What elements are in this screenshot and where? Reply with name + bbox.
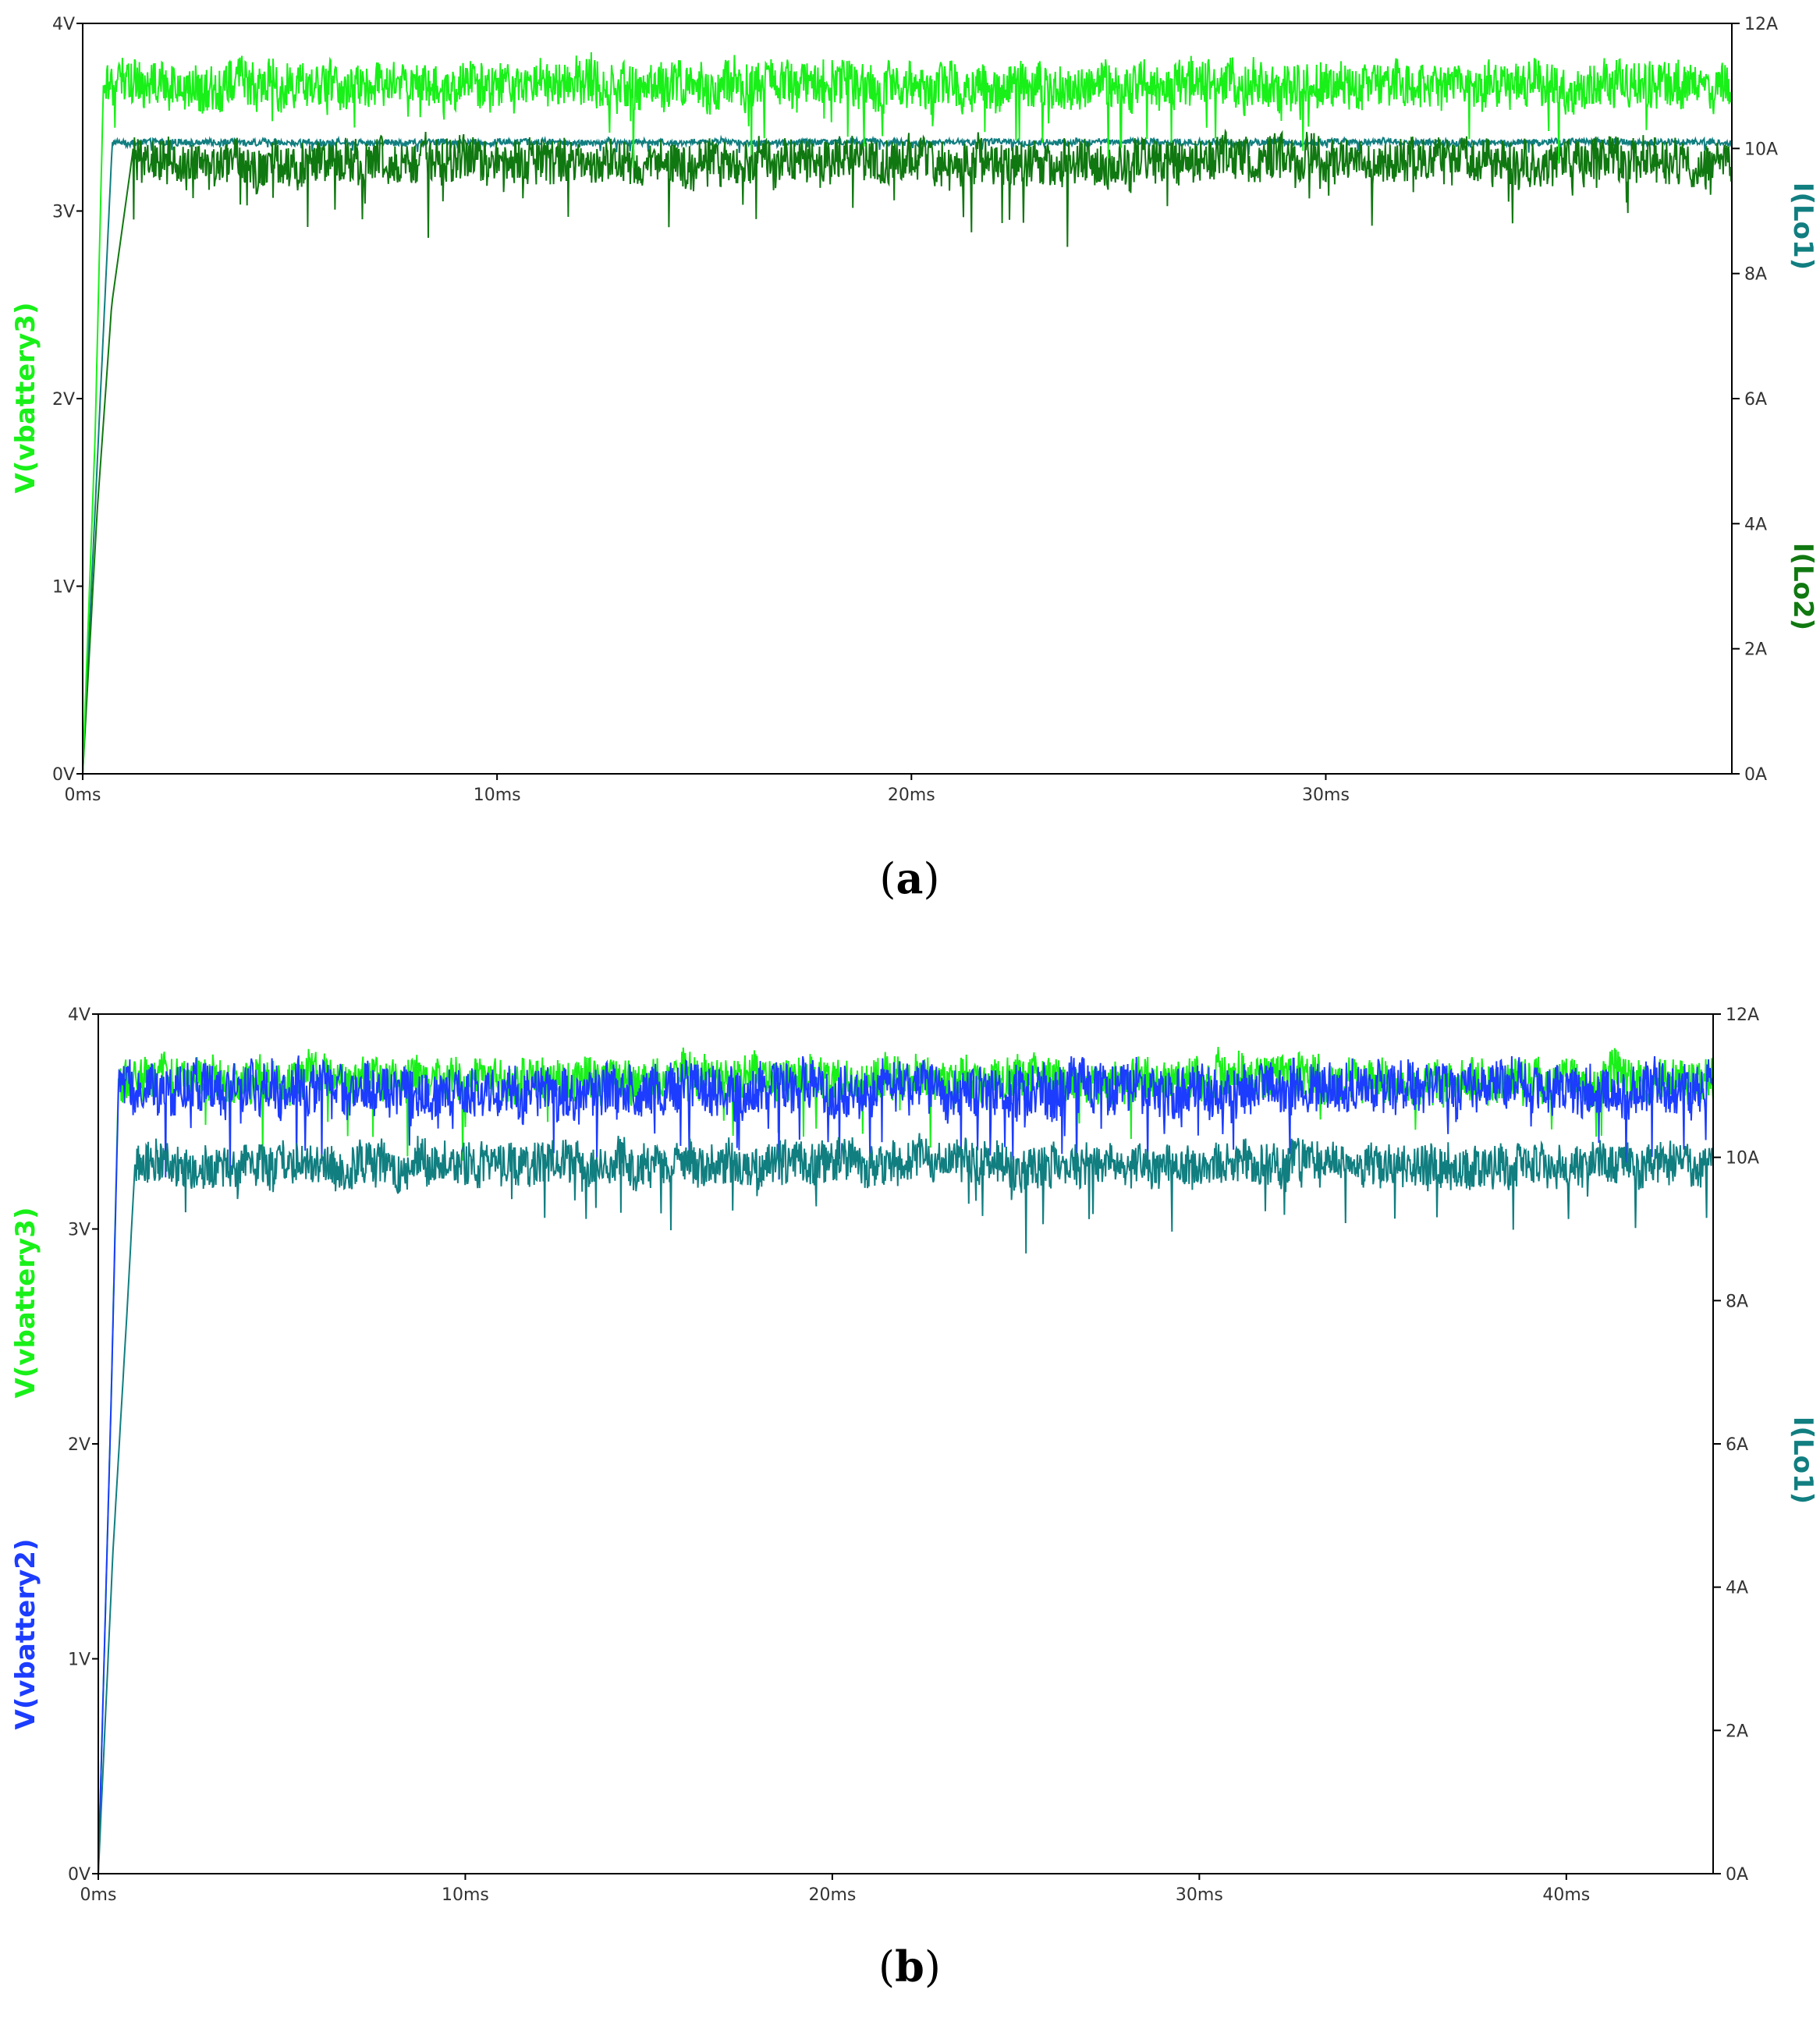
chart-b-series-group xyxy=(98,1046,1714,1874)
chart-a-y-right-tick-label: 6A xyxy=(1744,390,1767,410)
chart-a-svg: 0ms 10ms 20ms 30ms 0V 1V 2V 3V 4V 0A 2A 4A 6A 8A 10A 12… xyxy=(10,15,1818,903)
chart-b-y-left-tick-label: 2V xyxy=(68,1435,90,1455)
chart-a-series-lo2 xyxy=(82,128,1733,775)
chart-a-x-tick-label: 20ms xyxy=(888,786,935,805)
chart-b-y-right-tick-label: 6A xyxy=(1726,1435,1748,1455)
chart-b-y-left-tick-label: 4V xyxy=(68,1005,90,1025)
chart-a-x-tick-label: 10ms xyxy=(474,786,521,805)
chart-b-y-left-label-1: V(vbattery2) xyxy=(10,1539,41,1730)
chart-a-series-group xyxy=(82,51,1733,775)
chart-a-y-right-label-1: I(Lo2) xyxy=(1787,543,1818,630)
caption-b: (b) xyxy=(878,1942,941,1991)
chart-b-y-left-tick-label: 0V xyxy=(68,1865,90,1885)
chart-a-x-tick-label: 30ms xyxy=(1302,786,1350,805)
chart-a-y-right-tick-label: 0A xyxy=(1744,765,1767,785)
chart-b-x-tick-label: 40ms xyxy=(1542,1885,1590,1905)
caption-a: (a) xyxy=(879,853,939,903)
chart-a-y-right-tick-label: 2A xyxy=(1744,640,1767,660)
figure-b: 0ms 10ms 20ms 30ms 40ms 0V 1V 2V 3V 4V 0A 2A 4A 6A 8A 1… xyxy=(0,975,1820,2018)
chart-a-y-left-tick-label: 1V xyxy=(52,578,75,598)
chart-b-x-tick-label: 20ms xyxy=(808,1885,856,1905)
chart-b-y-right-tick-label: 10A xyxy=(1726,1149,1759,1169)
chart-a-y-left-label-0: V(vbattery3) xyxy=(10,303,41,494)
chart-a-plot-frame xyxy=(82,23,1733,775)
chart-b-y-right-label-0: I(Lo1) xyxy=(1787,1417,1818,1504)
chart-a-y-right-tick-label: 4A xyxy=(1744,515,1767,534)
chart-b-y-right-tick-label: 4A xyxy=(1726,1579,1748,1598)
chart-a-y-right-tick-label: 12A xyxy=(1744,15,1778,34)
chart-a-y-left-tick-label: 4V xyxy=(52,15,75,34)
caption-a-letter: a xyxy=(896,853,924,903)
chart-b-y-left-tick-label: 1V xyxy=(68,1651,90,1670)
chart-a-series-lo1 xyxy=(82,134,1733,775)
chart-b-x-tick-label: 30ms xyxy=(1176,1885,1223,1905)
chart-b-y-left-tick-label: 3V xyxy=(68,1221,90,1240)
chart-a-y-right-tick-label: 10A xyxy=(1744,140,1778,159)
chart-b-series-vbattery2 xyxy=(98,1055,1714,1874)
chart-a-y-right-tick-label: 8A xyxy=(1744,265,1767,285)
chart-b-plot-frame xyxy=(98,1013,1714,1874)
chart-a-y-left-tick-label: 0V xyxy=(52,765,75,785)
chart-b-y-left-label-0: V(vbattery3) xyxy=(10,1208,41,1399)
chart-b-y-right-tick-label: 2A xyxy=(1726,1722,1748,1741)
figure-a: 0ms 10ms 20ms 30ms 0V 1V 2V 3V 4V 0A 2A 4A 6A 8A 10A 12… xyxy=(0,0,1820,952)
chart-a-x-tick-label: 0ms xyxy=(65,786,101,805)
chart-a-y-right-label-0: I(Lo1) xyxy=(1787,183,1818,270)
caption-b-letter: b xyxy=(895,1942,924,1991)
chart-a-ticks: 0ms 10ms 20ms 30ms 0V 1V 2V 3V 4V 0A 2A 4A 6A 8A 10A 12… xyxy=(52,15,1778,805)
chart-a-y-left-tick-label: 2V xyxy=(52,390,75,410)
chart-b-x-tick-label: 10ms xyxy=(442,1885,489,1905)
chart-b-series-lo1 xyxy=(98,1133,1714,1874)
chart-a-series-vbattery3 xyxy=(82,51,1733,775)
chart-b-y-right-tick-label: 0A xyxy=(1726,1865,1748,1885)
chart-b-svg: 0ms 10ms 20ms 30ms 40ms 0V 1V 2V 3V 4V 0A 2A 4A 6A 8A 1… xyxy=(10,1005,1818,1991)
chart-b-x-tick-label: 0ms xyxy=(80,1885,117,1905)
chart-b-y-right-tick-label: 12A xyxy=(1726,1005,1759,1025)
chart-b-ticks: 0ms 10ms 20ms 30ms 40ms 0V 1V 2V 3V 4V 0A 2A 4A 6A 8A 1… xyxy=(68,1005,1759,1905)
chart-a-y-left-tick-label: 3V xyxy=(52,203,75,222)
chart-b-y-right-tick-label: 8A xyxy=(1726,1292,1748,1311)
